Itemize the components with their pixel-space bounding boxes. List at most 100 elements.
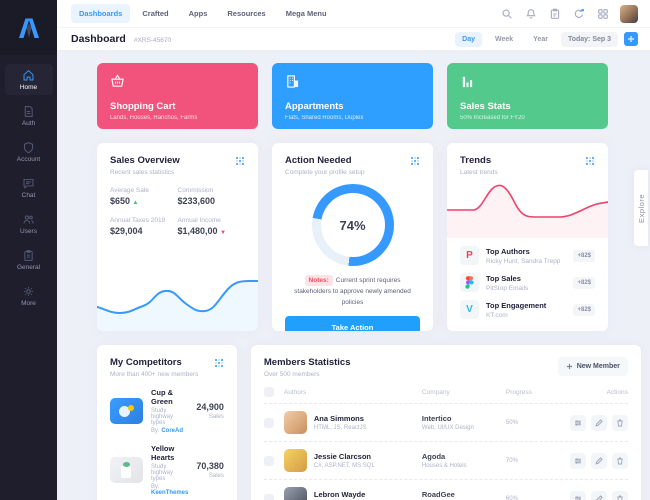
vimeo-logo-icon: V — [460, 300, 479, 319]
shopping-basket-icon — [111, 74, 124, 87]
home-icon — [23, 69, 34, 80]
more-options-icon[interactable] — [411, 157, 420, 166]
settings-icon[interactable] — [569, 490, 586, 500]
trends-card: Trends Latest trends P Top Authors Ricky… — [447, 143, 608, 331]
trend-badge: +82$ — [573, 249, 595, 262]
row-checkbox[interactable] — [263, 455, 274, 466]
app-logo[interactable] — [0, 0, 57, 55]
bar-chart-icon — [462, 76, 473, 88]
competitor-thumbnail — [110, 457, 143, 483]
competitor-thumbnail — [110, 398, 143, 424]
column-actions: Actions — [606, 388, 628, 396]
more-options-icon[interactable] — [214, 359, 224, 368]
edit-icon[interactable] — [590, 452, 607, 469]
sidebar-item-auth[interactable]: Auth — [5, 100, 53, 131]
stat-card-shopping-cart[interactable]: Shopping Cart Lands, Houses, Ranchos, Fa… — [97, 63, 258, 129]
stat-annual-taxes: Annual Taxes 2019 $29,004 — [110, 217, 166, 236]
table-row: Ana Simmons HTML, JS, ReactJS Intertico We… — [263, 403, 628, 441]
tasks-icon[interactable] — [548, 7, 561, 20]
clipboard-icon — [24, 249, 33, 261]
refresh-icon[interactable] — [572, 7, 585, 20]
stat-card-sales-stats[interactable]: Sales Stats 50% Increased for FY20 — [447, 63, 608, 129]
stat-card-appartments[interactable]: Appartments Flats, Shared Rooms, Duplex — [272, 63, 433, 129]
card-title: Trends — [460, 155, 492, 166]
delete-icon[interactable] — [611, 452, 628, 469]
competitor-item: Cup & Green Study highway types By: Core… — [97, 388, 237, 434]
search-icon[interactable] — [500, 7, 513, 20]
calendar-add-button[interactable] — [624, 32, 638, 46]
trend-subtitle: KT.com — [486, 311, 508, 319]
profile-progress-donut: 74% — [311, 184, 394, 266]
sidebar-item-label: More — [21, 299, 36, 307]
range-day-button[interactable]: Day — [455, 31, 482, 47]
row-checkbox[interactable] — [263, 493, 274, 500]
sidebar-item-label: Home — [19, 83, 38, 91]
sidebar-item-home[interactable]: Home — [4, 64, 53, 95]
logo-icon — [18, 18, 39, 38]
card-title: Sales Overview — [110, 155, 180, 166]
sales-overview-card: Sales Overview Recent sales statistics A… — [97, 143, 258, 331]
sidebar: Home Auth Account Chat Users General — [0, 0, 57, 500]
trend-badge: +82$ — [573, 303, 595, 316]
trend-item[interactable]: V Top Engagement KT.com +82$ — [460, 300, 595, 319]
card-subtitle: Latest trends — [460, 169, 498, 176]
user-avatar[interactable] — [620, 4, 638, 23]
competitor-by-link[interactable]: CoreAd — [161, 428, 184, 434]
settings-icon[interactable] — [569, 414, 586, 431]
notes-text: Notes: Current sprint requires stakeholde… — [294, 275, 411, 307]
explore-tab[interactable]: Explore — [634, 170, 648, 246]
delete-icon[interactable] — [611, 414, 628, 431]
topbar: Dashboards Crafted Apps Resources Mega M… — [57, 0, 650, 28]
chat-bubble-icon — [23, 178, 34, 189]
table-row: Jessie Clarcson C#, ASP.NET, MS SQL Agoda… — [263, 441, 628, 479]
edit-icon[interactable] — [590, 490, 607, 500]
new-member-button[interactable]: New Member — [557, 357, 628, 376]
competitors-card: My Competitors More than 400+ new member… — [97, 345, 237, 500]
delete-icon[interactable] — [611, 490, 628, 500]
menu-item-crafted[interactable]: Crafted — [142, 9, 169, 18]
trend-item[interactable]: Top Sales PitStop Emails +82$ — [460, 273, 595, 292]
trend-title: Top Engagement — [486, 300, 547, 310]
more-options-icon[interactable] — [586, 157, 595, 166]
more-options-icon[interactable] — [236, 157, 245, 166]
page-code: #XRS-45670 — [133, 37, 172, 44]
subheader: Dashboard #XRS-45670 Day Week Year Today… — [57, 28, 650, 51]
sidebar-item-users[interactable]: Users — [5, 208, 53, 239]
card-title: Members Statistics — [263, 357, 351, 368]
take-action-button[interactable]: Take Action — [285, 316, 420, 331]
sidebar-item-account[interactable]: Account — [5, 136, 53, 167]
notifications-icon[interactable] — [524, 7, 537, 20]
menu-item-mega-menu[interactable]: Mega Menu — [285, 9, 327, 18]
main-content: Shopping Cart Lands, Houses, Ranchos, Fa… — [97, 63, 641, 500]
column-company: Company — [421, 388, 450, 396]
menu-item-dashboards[interactable]: Dashboards — [71, 4, 131, 23]
sidebar-item-general[interactable]: General — [5, 244, 53, 275]
competitor-by-link[interactable]: KeenThemes — [151, 490, 189, 496]
trend-title: Top Authors — [486, 246, 530, 256]
edit-icon[interactable] — [590, 414, 607, 431]
sidebar-item-more[interactable]: More — [5, 280, 53, 311]
trend-item[interactable]: P Top Authors Ricky Hunt, Sandra Trepp +… — [460, 246, 595, 265]
range-year-button[interactable]: Year — [533, 35, 548, 43]
gear-icon — [24, 286, 33, 296]
topbar-icons — [500, 4, 638, 23]
sidebar-item-label: Auth — [21, 119, 36, 127]
competitor-item: Yellow Hearts Study highway types By: Ke… — [97, 444, 237, 496]
today-date-button[interactable]: Today: Sep 3 — [560, 31, 618, 47]
card-subtitle: More than 400+ new members — [110, 371, 199, 378]
notes-badge: Notes: — [304, 275, 333, 286]
menu-item-resources[interactable]: Resources — [227, 9, 266, 18]
avatar — [283, 411, 307, 434]
donut-percent: 74% — [339, 217, 366, 233]
stat-card-title: Appartments — [285, 101, 344, 112]
building-icon — [287, 75, 299, 88]
range-week-button[interactable]: Week — [494, 35, 514, 43]
row-checkbox[interactable] — [263, 417, 274, 428]
menu-item-apps[interactable]: Apps — [188, 9, 208, 18]
apps-grid-icon[interactable] — [596, 7, 609, 20]
settings-icon[interactable] — [569, 452, 586, 469]
stat-card-title: Sales Stats — [460, 101, 511, 112]
sidebar-item-chat[interactable]: Chat — [5, 172, 53, 203]
select-all-checkbox[interactable] — [263, 387, 274, 397]
